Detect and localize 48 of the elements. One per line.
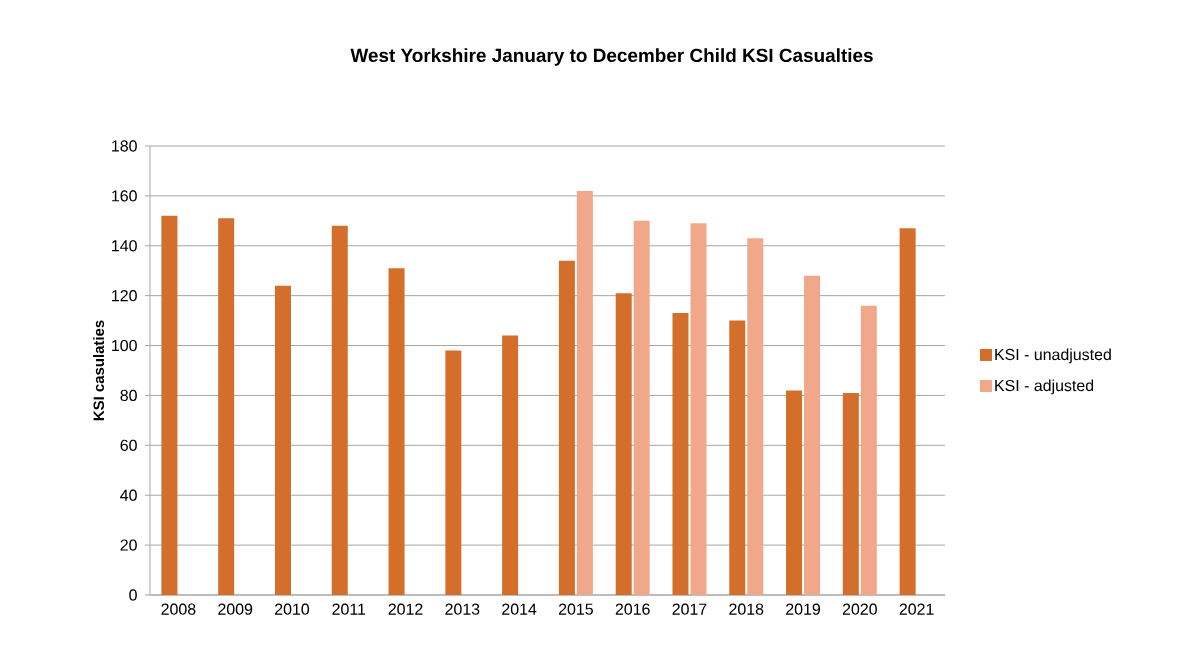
legend-label: KSI - unadjusted [995, 348, 1111, 364]
x-tick-label: 2012 [388, 603, 423, 615]
x-tick-label: 2013 [445, 603, 480, 615]
x-tick-label: 2019 [786, 603, 821, 615]
x-tick-label: 2021 [899, 603, 934, 615]
y-tick-label: 40 [120, 489, 137, 501]
y-axis-title: KSI casulaties [93, 320, 105, 421]
y-tick-label: 180 [112, 140, 137, 152]
x-tick-label: 2011 [332, 603, 366, 615]
bar [388, 268, 405, 595]
x-tick-label: 2014 [502, 603, 537, 615]
x-tick-label: 2020 [842, 603, 877, 615]
bar [729, 320, 746, 595]
x-tick-label: 2018 [729, 603, 764, 615]
x-tick-label: 2015 [558, 603, 593, 615]
y-tick-label: 60 [120, 439, 137, 451]
bar [161, 215, 178, 595]
bar [218, 218, 235, 595]
bar [502, 335, 519, 595]
x-tick-label: 2016 [615, 603, 650, 615]
bar [331, 225, 348, 595]
bar [804, 275, 821, 595]
bar [274, 285, 291, 595]
y-tick-label: 160 [112, 190, 137, 202]
x-tick-label: 2009 [218, 603, 253, 615]
bar [615, 293, 632, 595]
x-tick-label: 2010 [275, 603, 310, 615]
chart-title: West Yorkshire January to December Child KSI Casualties [350, 48, 873, 66]
y-tick-label: 140 [112, 240, 137, 252]
y-tick-label: 100 [112, 339, 137, 352]
bar [576, 190, 593, 595]
x-tick-label: 2017 [672, 603, 707, 615]
bar [690, 223, 707, 595]
x-tick-label: 2008 [161, 603, 196, 615]
bar [786, 390, 803, 595]
bar [842, 392, 859, 595]
legend-label: KSI - adjusted [995, 379, 1094, 395]
bar [747, 238, 764, 595]
y-tick-label: 0 [129, 589, 137, 601]
bar [445, 350, 462, 595]
y-tick-label: 80 [120, 389, 137, 402]
y-tick-label: 20 [120, 539, 137, 551]
y-tick-label: 120 [112, 290, 137, 302]
bar [899, 228, 916, 595]
bar [672, 313, 689, 595]
bar [860, 305, 877, 595]
bar [558, 260, 575, 595]
bar [633, 220, 650, 595]
